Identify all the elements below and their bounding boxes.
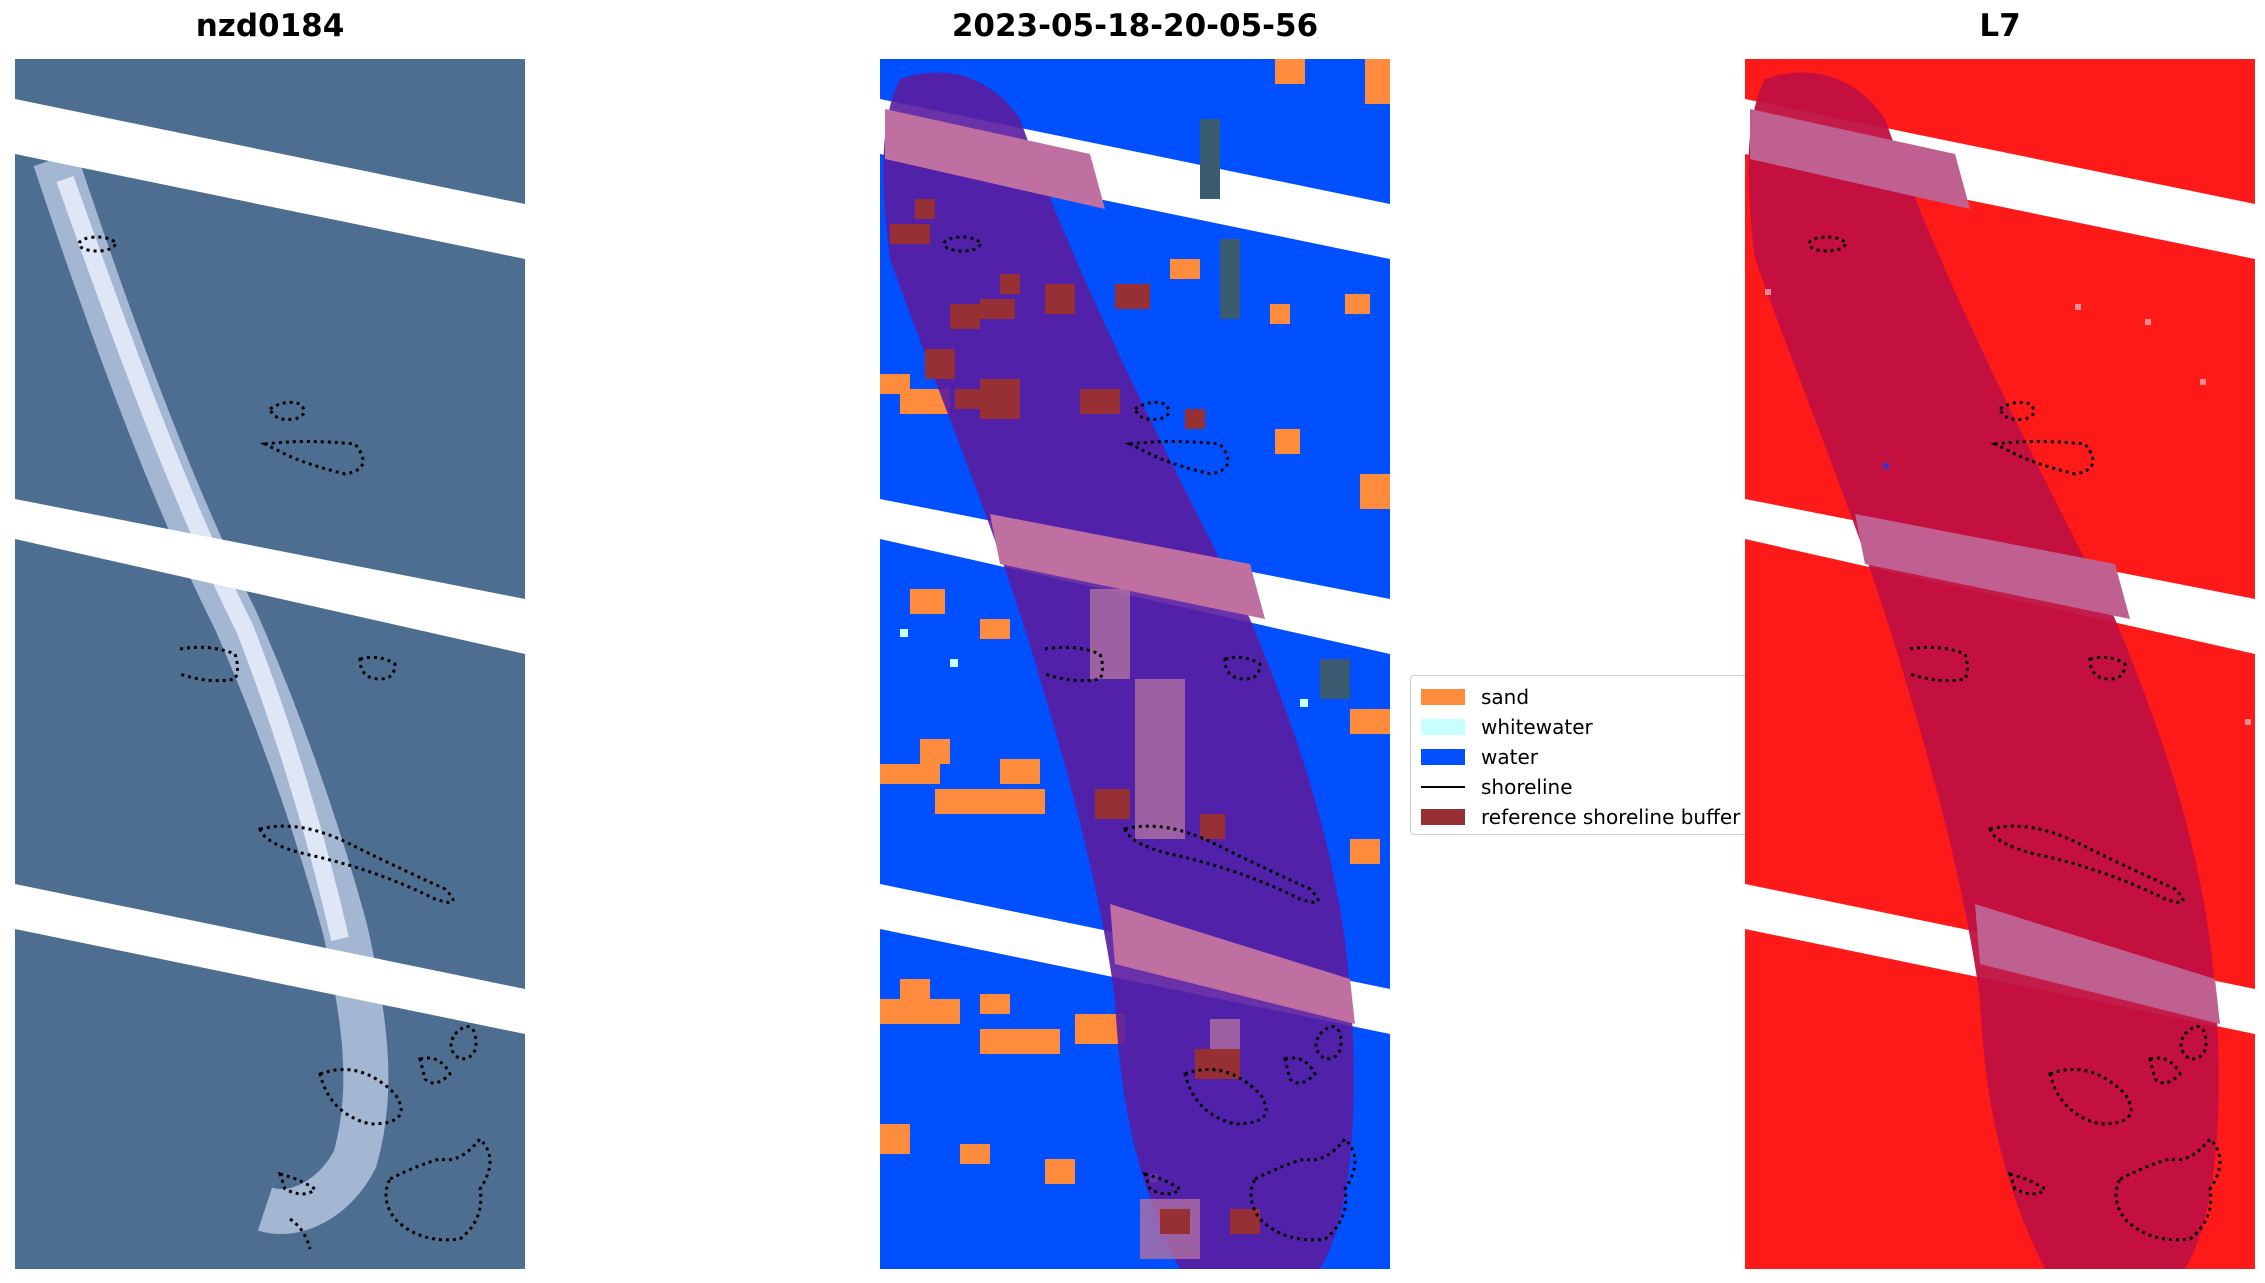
right-panel-title: L7	[1979, 8, 2021, 44]
legend-item-reference-buffer: reference shoreline buffer	[1411, 804, 1740, 830]
whitewater-swatch	[1421, 719, 1465, 735]
legend-label: reference shoreline buffer	[1481, 805, 1741, 829]
index-image-panel	[1745, 59, 2255, 1269]
legend-item-shoreline: shoreline	[1411, 774, 1573, 800]
water-swatch	[1421, 749, 1465, 765]
center-panel-title: 2023-05-18-20-05-56	[951, 8, 1319, 44]
classified-image	[880, 59, 1390, 1269]
index-image	[1745, 59, 2255, 1269]
left-panel-title: nzd0184	[195, 8, 345, 44]
legend-label: shoreline	[1481, 775, 1573, 799]
legend-item-water: water	[1411, 744, 1538, 770]
legend-item-whitewater: whitewater	[1411, 714, 1593, 740]
shoreline-swatch	[1421, 786, 1465, 788]
nodata-stripe	[15, 99, 525, 259]
legend: sand whitewater water shoreline referenc…	[1410, 675, 1752, 835]
legend-label: water	[1481, 745, 1538, 769]
classified-image-panel	[880, 59, 1390, 1269]
legend-label: sand	[1481, 685, 1530, 709]
buffer-swatch	[1421, 809, 1465, 825]
legend-label: whitewater	[1481, 715, 1593, 739]
legend-item-sand: sand	[1411, 684, 1529, 710]
rgb-image	[15, 59, 525, 1269]
sand-swatch	[1421, 689, 1465, 705]
rgb-image-panel	[15, 59, 525, 1269]
